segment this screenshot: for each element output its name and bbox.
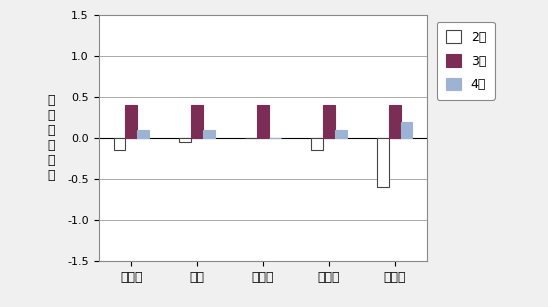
Bar [138,130,149,138]
Bar [335,130,347,138]
Bar [311,138,323,150]
Bar [113,138,125,150]
Bar [401,122,413,138]
Bar [203,130,215,138]
Bar [125,105,138,138]
Bar [191,105,203,138]
Bar [389,105,401,138]
Legend: 2月, 3月, 4月: 2月, 3月, 4月 [437,21,495,100]
Bar [377,138,389,187]
Bar [257,105,269,138]
Y-axis label: 対
前
月
上
昇
率: 対 前 月 上 昇 率 [47,94,54,182]
Bar [323,105,335,138]
Bar [179,138,191,142]
